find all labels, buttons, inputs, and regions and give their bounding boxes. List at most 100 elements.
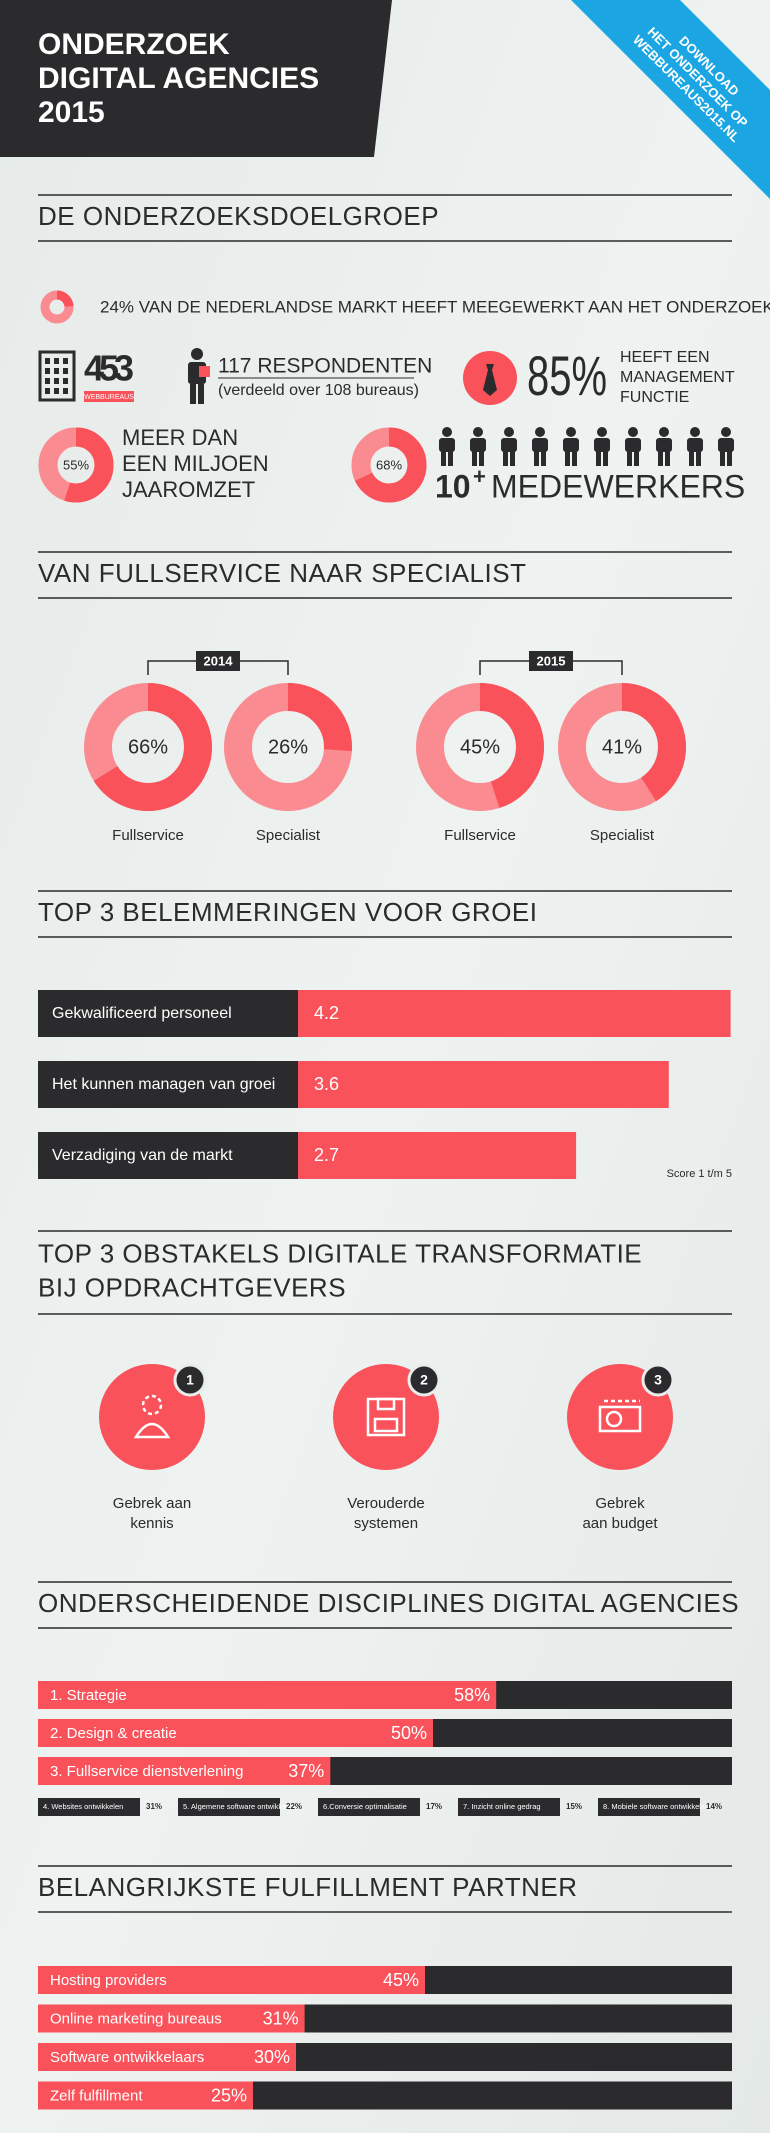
window [45,378,50,384]
icon-label [373,1417,399,1433]
leg [190,384,196,404]
icon-shutter [376,1397,396,1411]
header-panel [0,0,392,157]
leg [634,451,639,466]
leg [720,451,725,466]
body [625,438,641,452]
respondents-title: 117 RESPONDENTEN [218,355,432,378]
icon-note [598,1405,642,1433]
building [38,350,76,402]
section-title: BIJ OPDRACHTGEVERS [38,1272,346,1302]
building-icon [38,350,76,402]
body [470,438,486,452]
barrier-name: Gekwalificeerd personeel [52,1005,232,1022]
bar-value: 31% [263,2008,299,2028]
obstacle-line: Verouderde [347,1495,425,1512]
head [504,427,514,437]
person-figure [594,427,610,466]
leg [658,451,663,466]
leg [503,451,508,466]
bar [38,1719,433,1747]
leg [541,451,546,466]
minor-name: 6.Conversie optimalisatie [323,1802,407,1811]
barrier-value: 2.7 [314,1145,339,1165]
leg [441,451,446,466]
window [54,358,59,364]
revenue-line: EEN MILJOEN [122,451,269,476]
revenue-line: MEER DAN [122,425,238,450]
obstacle-line: systemen [354,1515,418,1532]
download-ribbon[interactable] [571,0,770,199]
window [63,388,68,394]
leg [448,451,453,466]
rank-label: 1 [186,1372,194,1388]
bureaus-number: 453 [84,348,134,389]
year-box [529,651,573,671]
minor-name: 5. Algemene software ontwikkeling [183,1802,298,1811]
donut-arc [40,290,74,324]
head [535,427,545,437]
obstacle-icon [366,1397,406,1437]
minor-box [458,1798,560,1816]
body [687,438,703,452]
person-figure [563,427,579,466]
minor-name: 8. Mobiele software ontwikkeling [603,1802,711,1811]
donut-arc [558,683,686,811]
header-title: 2015 [38,96,105,129]
bar-name: Software ontwikkelaars [50,2049,204,2066]
bar-name: Hosting providers [50,1972,167,1989]
leg [534,451,539,466]
management-line: FUNCTIE [620,389,689,406]
header-title: DIGITAL AGENCIES [38,62,319,95]
body [656,438,672,452]
person-figure [656,427,672,466]
barrier-label-box [38,1132,298,1179]
window [63,358,68,364]
leg [727,451,732,466]
management-value: 85% [527,344,607,407]
barrier-name: Het kunnen managen van groei [52,1076,275,1093]
body [439,438,455,452]
bar-name: Zelf fulfillment [50,2087,143,2104]
window [54,388,59,394]
bar [38,1681,497,1709]
donut-arc [224,683,352,811]
revenue-line: JAAROMZET [122,477,255,502]
section-title: DE ONDERZOEKSDOELGROEP [38,201,439,231]
donut-label: 26% [268,736,308,758]
rank-badge [641,1363,675,1397]
donut-name: Fullservice [112,827,184,844]
leg [627,451,632,466]
minor-share: 17% [426,1802,442,1811]
section-title: BELANGRIJKSTE FULFILLMENT PARTNER [38,1872,578,1902]
barrier-value: 3.6 [314,1074,339,1094]
management-line: MANAGEMENT [620,369,735,386]
head [597,427,607,437]
person-icon [188,348,210,404]
barrier-label-box [38,1061,298,1108]
window [45,388,50,394]
leg [572,451,577,466]
minor-box [178,1798,280,1816]
window [45,358,50,364]
section-title: ONDERSCHEIDENDE DISCIPLINES DIGITAL AGEN… [38,1588,739,1618]
body [594,438,610,452]
obstacle-icon [598,1399,642,1433]
head [721,427,731,437]
window [54,368,59,374]
window [54,378,59,384]
header-title: ONDERZOEK [38,28,230,61]
window [63,378,68,384]
head [191,348,203,360]
minor-box [38,1798,140,1816]
bar [38,2004,305,2033]
donut-label: 41% [602,736,642,758]
head [473,427,483,437]
leg [565,451,570,466]
donut-label: 55% [63,457,89,472]
employees-plus: + [473,464,486,489]
bar-value: 30% [254,2047,290,2067]
obstacle-line: Gebrek aan [113,1495,191,1512]
respondents-note: (verdeeld over 108 bureaus) [218,382,419,399]
window [45,368,50,374]
